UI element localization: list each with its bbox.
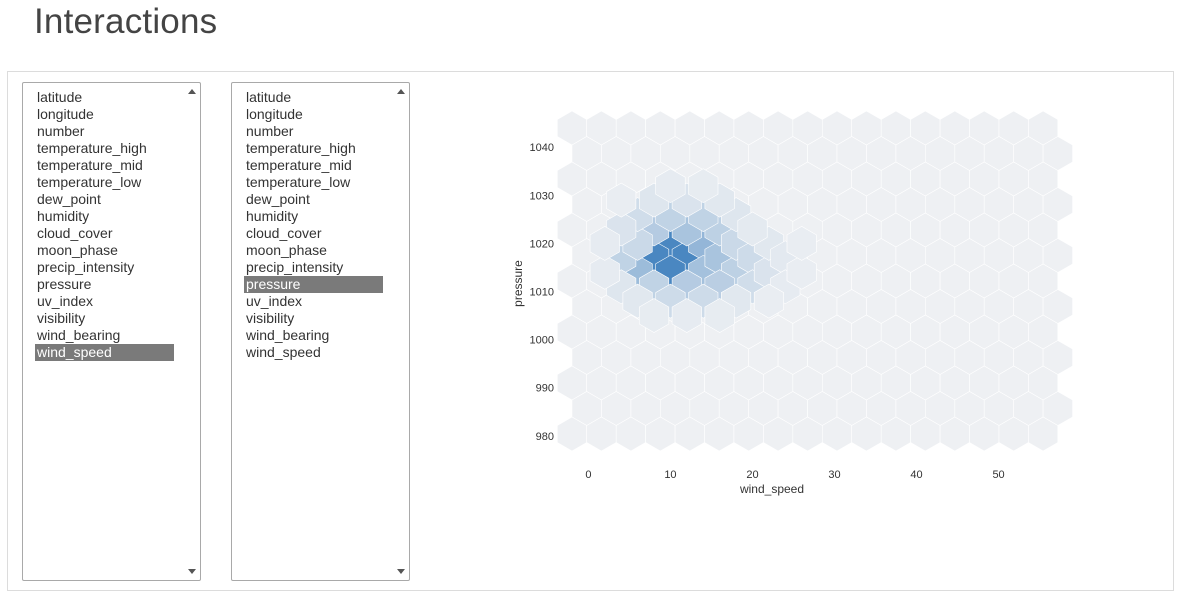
hexbin-cell bbox=[786, 226, 817, 261]
hexbin-chart: 0 10 20 30 40 5098099010001010102010301040win… bbox=[511, 110, 1073, 496]
list-option-longitude[interactable]: longitude bbox=[246, 106, 303, 122]
background-hexagon bbox=[1028, 416, 1059, 452]
list-option-latitude[interactable]: latitude bbox=[37, 89, 83, 105]
interactions-panel bbox=[7, 71, 1174, 591]
list-option-number[interactable]: number bbox=[37, 123, 85, 139]
list-option-temperature-mid[interactable]: temperature_mid bbox=[37, 157, 143, 173]
hexbin-cell bbox=[639, 298, 670, 333]
x-listbox-scrollbar[interactable] bbox=[183, 83, 200, 580]
scroll-down-icon[interactable] bbox=[397, 569, 405, 574]
list-option-wind-speed[interactable]: wind_speed bbox=[246, 344, 321, 360]
x-variable-listbox[interactable]: latitude longitude number temperature_high t… bbox=[22, 82, 201, 581]
x-tick-label: 0 bbox=[585, 469, 591, 481]
y-variable-options: latitude longitude number temperature_high t… bbox=[244, 89, 383, 361]
list-option-wind-bearing[interactable]: wind_bearing bbox=[246, 327, 330, 343]
hexbin-cell bbox=[753, 283, 784, 319]
hexbin-cell bbox=[704, 298, 735, 333]
list-option-dew-point[interactable]: dew_point bbox=[246, 191, 310, 207]
list-option-visibility[interactable]: visibility bbox=[37, 310, 86, 326]
list-option-precip-intensity[interactable]: precip_intensity bbox=[246, 259, 344, 275]
list-option-number[interactable]: number bbox=[246, 123, 294, 139]
y-tick-label: 990 bbox=[536, 383, 554, 395]
list-option-moon-phase[interactable]: moon_phase bbox=[37, 242, 118, 258]
x-tick-label: 30 bbox=[828, 469, 840, 481]
y-tick-label: 1020 bbox=[530, 238, 554, 250]
scroll-up-icon[interactable] bbox=[397, 89, 405, 94]
list-option-temperature-high[interactable]: temperature_high bbox=[246, 140, 356, 156]
list-option-wind-speed[interactable]: wind_speed bbox=[35, 344, 174, 361]
list-option-latitude[interactable]: latitude bbox=[246, 89, 292, 105]
y-tick-label: 1030 bbox=[530, 190, 554, 202]
y-axis-label: pressure bbox=[511, 260, 525, 307]
hexbin-cell bbox=[671, 298, 702, 333]
list-option-temperature-low[interactable]: temperature_low bbox=[37, 174, 142, 190]
y-listbox-scrollbar[interactable] bbox=[392, 83, 409, 580]
hexbin-cell bbox=[688, 168, 719, 204]
hexbin-cell bbox=[589, 226, 620, 261]
list-option-moon-phase[interactable]: moon_phase bbox=[246, 242, 327, 258]
hexbin-cell bbox=[655, 168, 686, 204]
list-option-humidity[interactable]: humidity bbox=[37, 208, 90, 224]
y-tick-label: 1010 bbox=[530, 287, 554, 299]
list-option-temperature-low[interactable]: temperature_low bbox=[246, 174, 351, 190]
hexbin-cell bbox=[606, 182, 637, 218]
x-tick-label: 10 bbox=[664, 469, 676, 481]
x-variable-options: latitude longitude number temperature_high t… bbox=[35, 89, 174, 361]
x-tick-label: 40 bbox=[910, 469, 922, 481]
x-tick-label: 50 bbox=[992, 469, 1004, 481]
list-option-pressure[interactable]: pressure bbox=[37, 276, 92, 292]
x-axis-label: wind_speed bbox=[739, 482, 804, 496]
page-title: Interactions bbox=[34, 2, 218, 41]
hexbin-cell bbox=[737, 211, 768, 247]
list-option-temperature-high[interactable]: temperature_high bbox=[37, 140, 147, 156]
list-option-cloud-cover[interactable]: cloud_cover bbox=[246, 225, 322, 241]
list-option-humidity[interactable]: humidity bbox=[246, 208, 299, 224]
list-option-wind-bearing[interactable]: wind_bearing bbox=[37, 327, 121, 343]
list-option-pressure[interactable]: pressure bbox=[244, 276, 383, 293]
list-option-precip-intensity[interactable]: precip_intensity bbox=[37, 259, 135, 275]
y-tick-label: 1040 bbox=[530, 142, 554, 154]
list-option-temperature-mid[interactable]: temperature_mid bbox=[246, 157, 352, 173]
scroll-down-icon[interactable] bbox=[188, 569, 196, 574]
x-tick-label: 20 bbox=[746, 469, 758, 481]
y-tick-label: 980 bbox=[536, 431, 554, 443]
list-option-dew-point[interactable]: dew_point bbox=[37, 191, 101, 207]
list-option-cloud-cover[interactable]: cloud_cover bbox=[37, 225, 113, 241]
y-tick-label: 1000 bbox=[530, 335, 554, 347]
list-option-longitude[interactable]: longitude bbox=[37, 106, 94, 122]
list-option-uv-index[interactable]: uv_index bbox=[246, 293, 303, 309]
scroll-up-icon[interactable] bbox=[188, 89, 196, 94]
list-option-visibility[interactable]: visibility bbox=[246, 310, 295, 326]
y-variable-listbox[interactable]: latitude longitude number temperature_high t… bbox=[231, 82, 410, 581]
list-option-uv-index[interactable]: uv_index bbox=[37, 293, 94, 309]
